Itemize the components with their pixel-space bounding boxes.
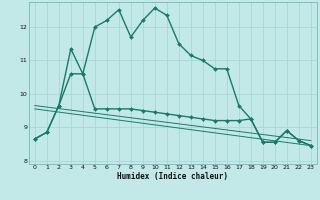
- X-axis label: Humidex (Indice chaleur): Humidex (Indice chaleur): [117, 172, 228, 181]
